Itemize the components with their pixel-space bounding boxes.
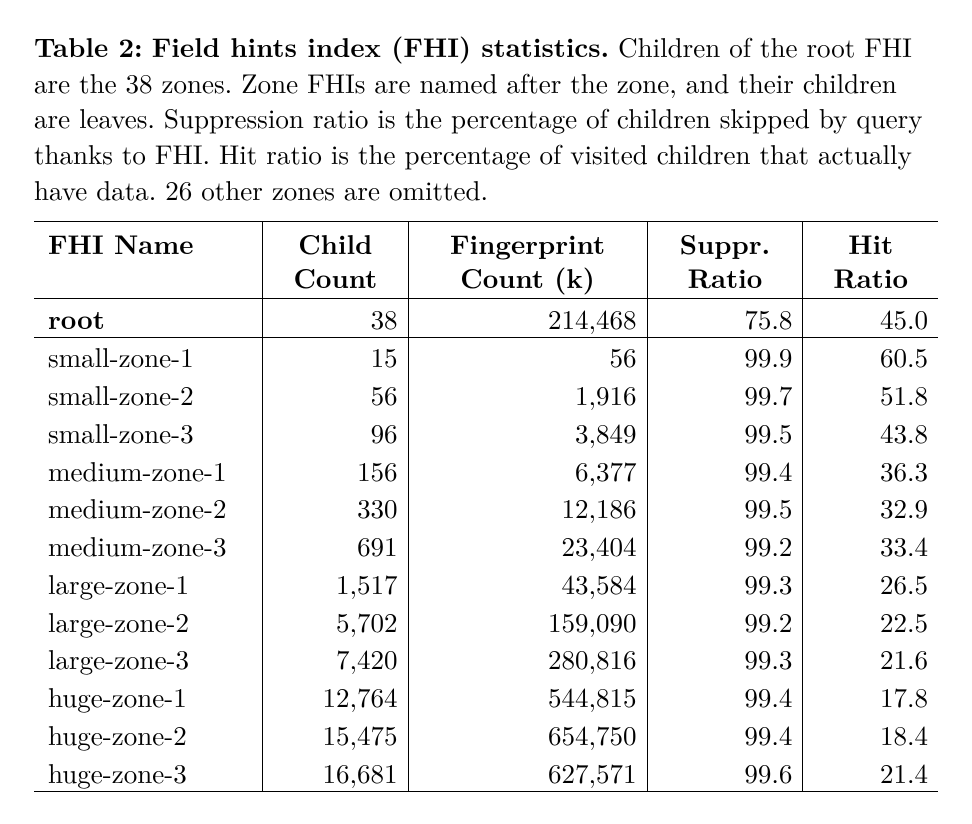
- cell-fingerprint: 56: [408, 338, 647, 376]
- table-row: large-zone-25,702159,09099.222.5: [34, 603, 938, 641]
- cell-suppr: 99.7: [647, 376, 803, 414]
- cell-hit: 33.4: [803, 527, 938, 565]
- cell-fingerprint: 43,584: [408, 565, 647, 603]
- fhi-table: FHI Name Child Count Fingerprint Count (…: [34, 221, 938, 792]
- col-header-child-sub: Count: [273, 260, 397, 294]
- cell-hit: 45.0: [803, 298, 938, 338]
- cell-suppr: 99.9: [647, 338, 803, 376]
- col-header-hit: Hit Ratio: [803, 222, 938, 299]
- col-header-fp-top: Fingerprint: [419, 226, 637, 260]
- cell-hit: 36.3: [803, 452, 938, 490]
- cell-suppr: 99.4: [647, 678, 803, 716]
- cell-suppr: 99.4: [647, 452, 803, 490]
- cell-hit: 60.5: [803, 338, 938, 376]
- cell-fingerprint: 12,186: [408, 489, 647, 527]
- cell-name: small-zone-1: [34, 338, 263, 376]
- cell-child: 12,764: [263, 678, 408, 716]
- col-header-name-top: FHI Name: [48, 226, 252, 260]
- cell-hit: 43.8: [803, 414, 938, 452]
- cell-hit: 21.6: [803, 640, 938, 678]
- cell-hit: 51.8: [803, 376, 938, 414]
- cell-suppr: 99.2: [647, 603, 803, 641]
- cell-fingerprint: 544,815: [408, 678, 647, 716]
- table-row: medium-zone-369123,40499.233.4: [34, 527, 938, 565]
- cell-fingerprint: 1,916: [408, 376, 647, 414]
- cell-name: medium-zone-2: [34, 489, 263, 527]
- cell-fingerprint: 214,468: [408, 298, 647, 338]
- caption-title: Field hints index (FHI) statistics.: [152, 26, 609, 65]
- cell-name: root: [34, 298, 263, 338]
- cell-child: 38: [263, 298, 408, 338]
- cell-name: small-zone-2: [34, 376, 263, 414]
- col-header-suppr-sub: Ratio: [658, 260, 793, 294]
- table-row: huge-zone-112,764544,81599.417.8: [34, 678, 938, 716]
- cell-name: large-zone-3: [34, 640, 263, 678]
- cell-name: large-zone-1: [34, 565, 263, 603]
- table-header-row: FHI Name Child Count Fingerprint Count (…: [34, 222, 938, 299]
- cell-suppr: 75.8: [647, 298, 803, 338]
- cell-hit: 21.4: [803, 754, 938, 792]
- table-row: small-zone-1155699.960.5: [34, 338, 938, 376]
- col-header-fingerprint: Fingerprint Count (k): [408, 222, 647, 299]
- cell-suppr: 99.3: [647, 640, 803, 678]
- col-header-suppr: Suppr. Ratio: [647, 222, 803, 299]
- cell-name: medium-zone-3: [34, 527, 263, 565]
- cell-name: huge-zone-1: [34, 678, 263, 716]
- cell-fingerprint: 6,377: [408, 452, 647, 490]
- table-row: small-zone-3963,84999.543.8: [34, 414, 938, 452]
- cell-suppr: 99.3: [647, 565, 803, 603]
- cell-hit: 18.4: [803, 716, 938, 754]
- cell-name: small-zone-3: [34, 414, 263, 452]
- cell-child: 5,702: [263, 603, 408, 641]
- cell-fingerprint: 280,816: [408, 640, 647, 678]
- table-row: medium-zone-233012,18699.532.9: [34, 489, 938, 527]
- cell-name: huge-zone-2: [34, 716, 263, 754]
- col-header-hit-top: Hit: [813, 226, 928, 260]
- cell-suppr: 99.4: [647, 716, 803, 754]
- cell-fingerprint: 654,750: [408, 716, 647, 754]
- cell-child: 15,475: [263, 716, 408, 754]
- cell-suppr: 99.2: [647, 527, 803, 565]
- cell-child: 7,420: [263, 640, 408, 678]
- cell-suppr: 99.5: [647, 489, 803, 527]
- cell-fingerprint: 159,090: [408, 603, 647, 641]
- cell-fingerprint: 627,571: [408, 754, 647, 792]
- cell-child: 56: [263, 376, 408, 414]
- cell-name: medium-zone-1: [34, 452, 263, 490]
- cell-suppr: 99.5: [647, 414, 803, 452]
- cell-fingerprint: 3,849: [408, 414, 647, 452]
- cell-child: 691: [263, 527, 408, 565]
- table-row: medium-zone-11566,37799.436.3: [34, 452, 938, 490]
- table-caption: Table 2: Field hints index (FHI) statist…: [34, 28, 938, 207]
- cell-child: 330: [263, 489, 408, 527]
- col-header-child-top: Child: [273, 226, 397, 260]
- table-row: huge-zone-215,475654,75099.418.4: [34, 716, 938, 754]
- cell-hit: 26.5: [803, 565, 938, 603]
- col-header-fp-sub: Count (k): [419, 260, 637, 294]
- cell-child: 156: [263, 452, 408, 490]
- cell-name: huge-zone-3: [34, 754, 263, 792]
- cell-child: 96: [263, 414, 408, 452]
- table-row: root38214,46875.845.0: [34, 298, 938, 338]
- table-body: root38214,46875.845.0small-zone-1155699.…: [34, 298, 938, 792]
- table-row: large-zone-37,420280,81699.321.6: [34, 640, 938, 678]
- col-header-child: Child Count: [263, 222, 408, 299]
- cell-child: 15: [263, 338, 408, 376]
- table-row: small-zone-2561,91699.751.8: [34, 376, 938, 414]
- cell-name: large-zone-2: [34, 603, 263, 641]
- cell-hit: 17.8: [803, 678, 938, 716]
- table-row: large-zone-11,51743,58499.326.5: [34, 565, 938, 603]
- cell-child: 16,681: [263, 754, 408, 792]
- cell-hit: 32.9: [803, 489, 938, 527]
- col-header-name: FHI Name: [34, 222, 263, 299]
- col-header-suppr-top: Suppr.: [658, 226, 793, 260]
- table-row: huge-zone-316,681627,57199.621.4: [34, 754, 938, 792]
- col-header-hit-sub: Ratio: [813, 260, 928, 294]
- caption-label: Table 2:: [34, 26, 143, 65]
- cell-suppr: 99.6: [647, 754, 803, 792]
- cell-child: 1,517: [263, 565, 408, 603]
- cell-fingerprint: 23,404: [408, 527, 647, 565]
- cell-hit: 22.5: [803, 603, 938, 641]
